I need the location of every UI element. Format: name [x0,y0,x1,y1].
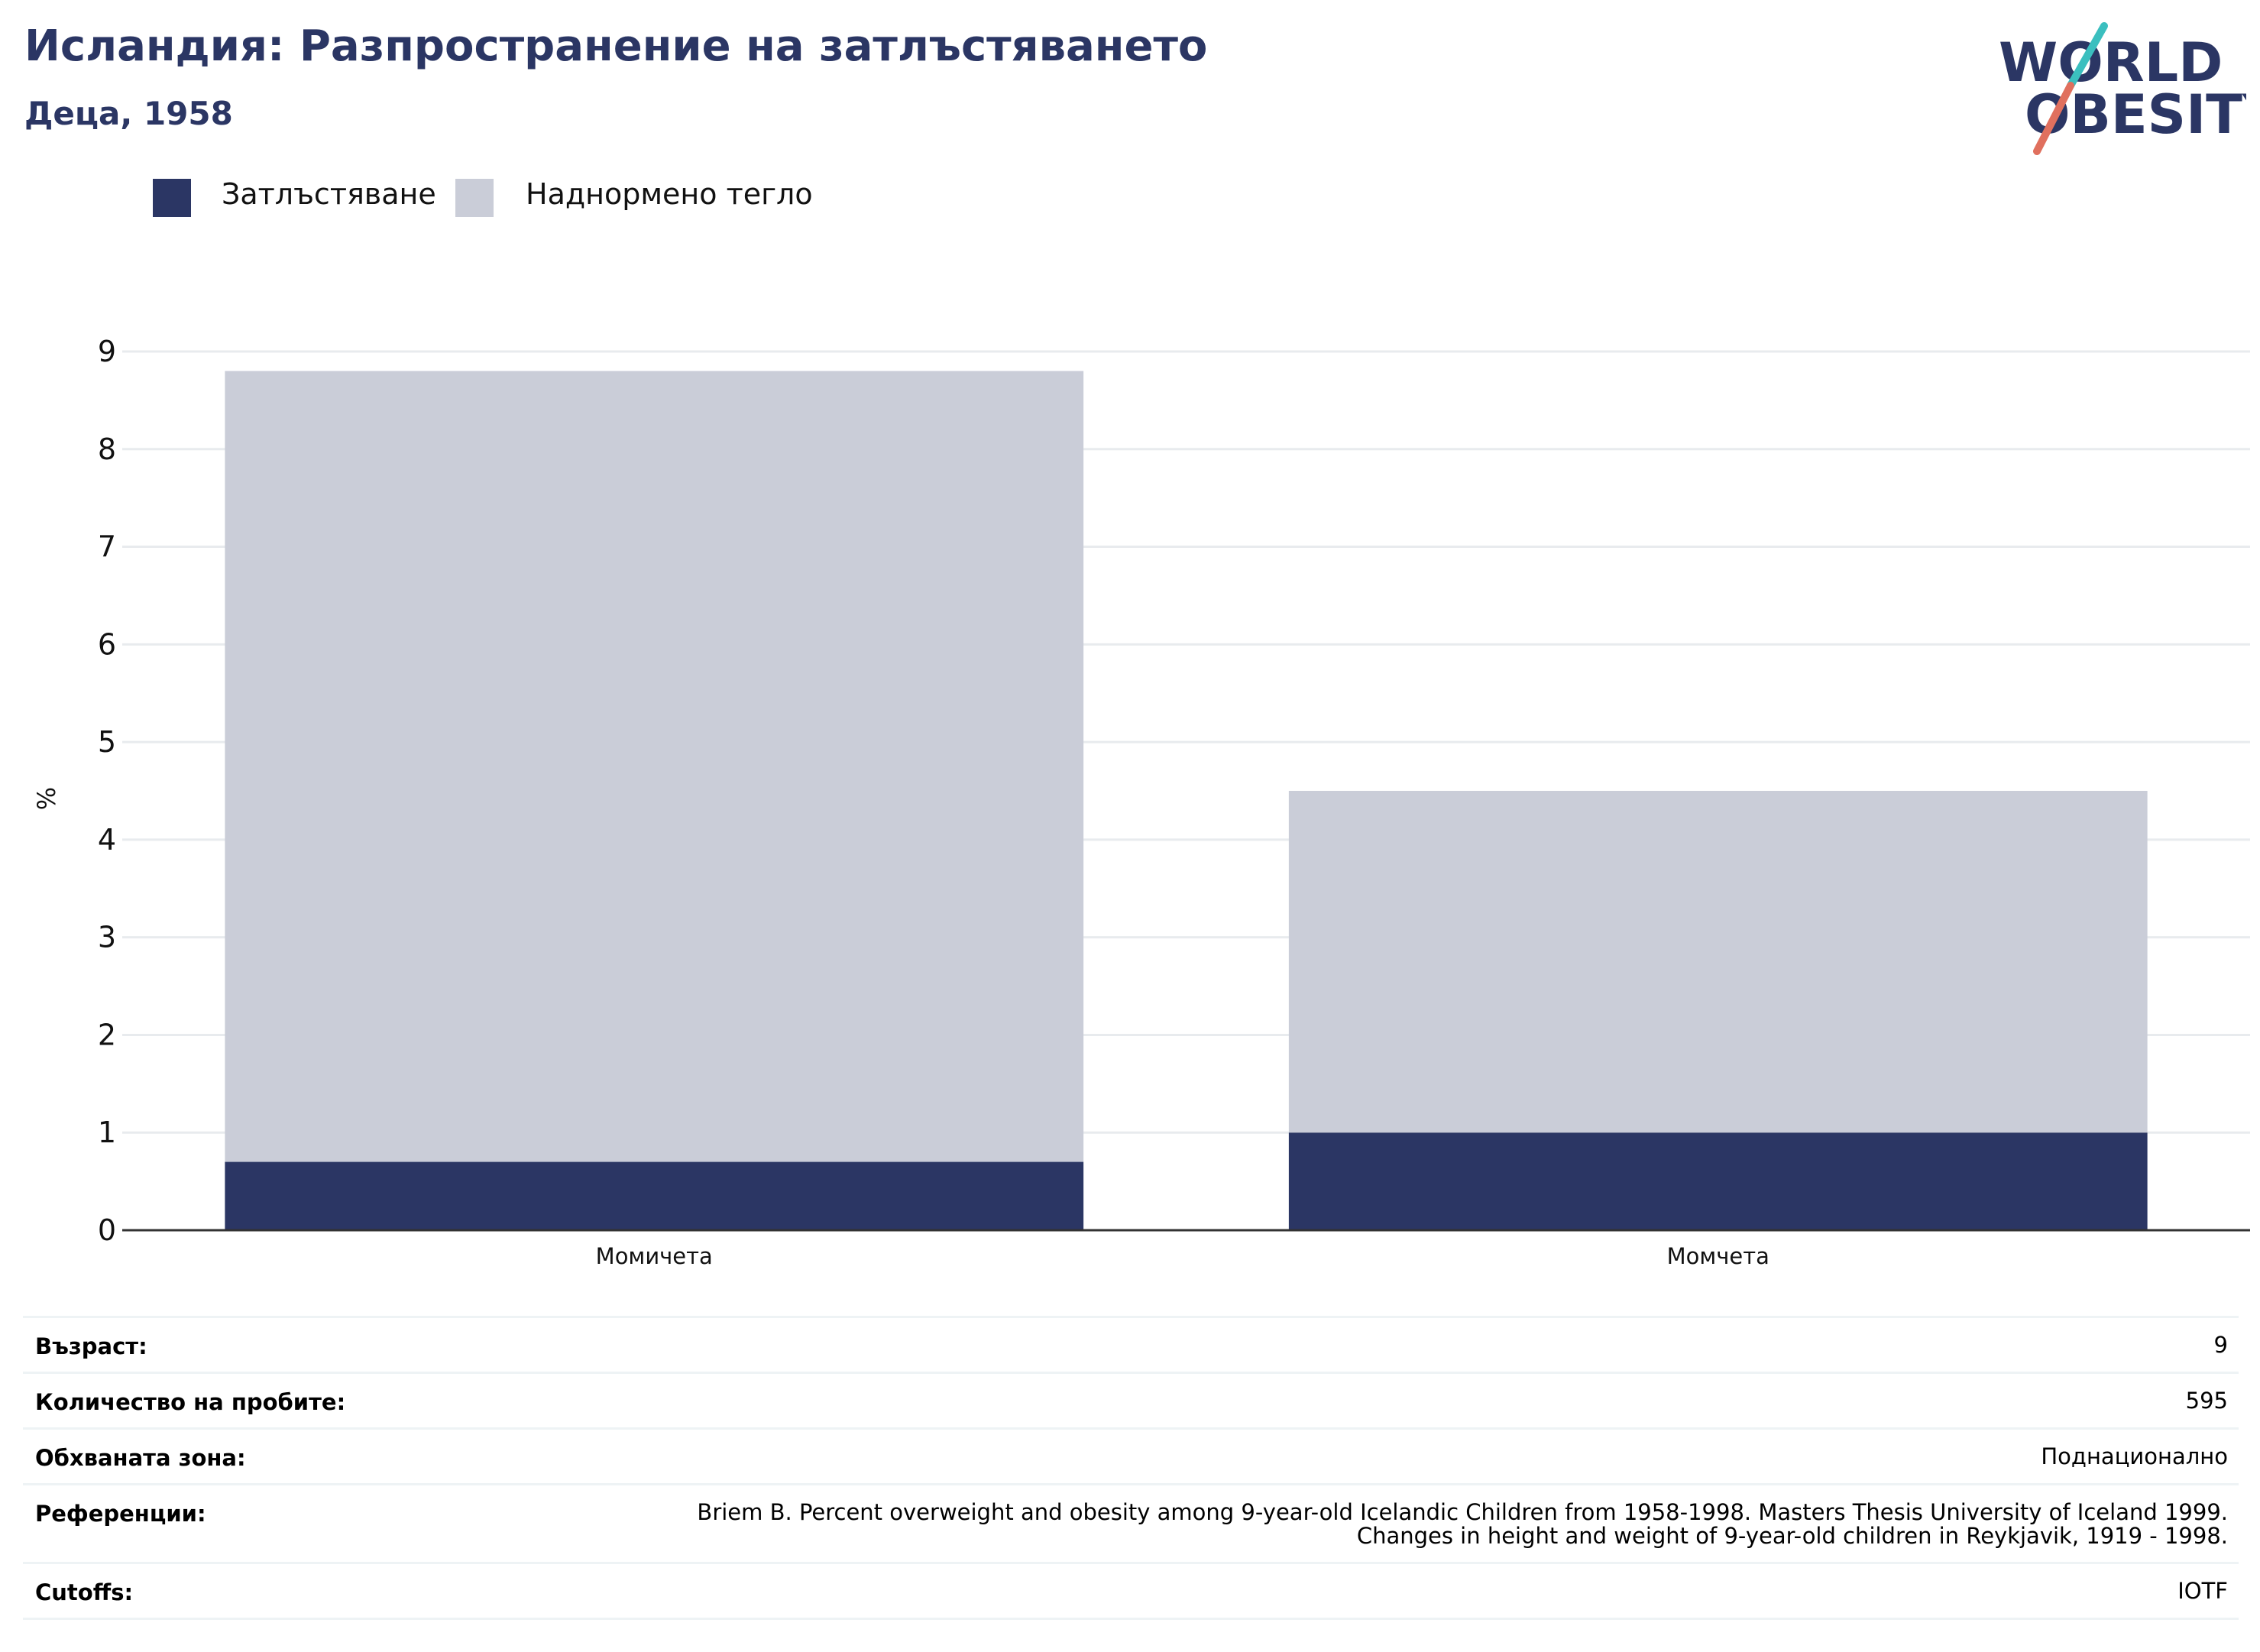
bar-segment-overweight [1288,791,2148,1133]
y-tick-label: 6 [98,627,116,661]
info-table: Възраст: 9 Количество на пробите: 595 Обхван… [23,1316,2239,1620]
legend-label-obesity: Затлъстяване [222,177,436,211]
info-value: 9 [2214,1333,2228,1357]
logo-text-world: WORLD [1999,31,2223,94]
info-row: Обхваната зона: Поднационално [23,1427,2239,1483]
y-tick-label: 4 [98,823,116,857]
info-row: Референции: Briem B. Percent overweight a… [23,1483,2239,1562]
logo-text-obesity: OBESITY [2025,83,2246,146]
y-tick-label: 9 [98,335,116,368]
world-obesity-logo: WORLD OBESITY [1999,22,2246,155]
info-row: Cutoffs: IOTF [23,1562,2239,1620]
chart-title: Исландия: Разпространение на затлъстяван… [24,21,1208,71]
info-value-line: Briem B. Percent overweight and obesity … [697,1499,2228,1525]
legend-item-overweight[interactable]: Наднормено тегло [455,174,837,220]
y-axis-label: % [32,787,61,810]
chart-subtitle: Деца, 1958 [24,95,233,132]
legend-item-obesity[interactable]: Затлъстяване [153,174,443,220]
info-row: Количество на пробите: 595 [23,1372,2239,1427]
legend-label-overweight: Наднормено тегло [526,177,813,211]
y-tick-label: 5 [98,725,116,759]
y-tick-label: 0 [98,1213,116,1247]
y-tick-label: 8 [98,432,116,466]
info-label: Възраст: [35,1333,147,1359]
logo-slash-teal [2067,22,2108,89]
x-tick-label: Момчета [1667,1243,1769,1269]
logo-slash-coral [2033,82,2074,155]
info-value: Поднационално [2041,1445,2228,1469]
y-tick-label: 3 [98,921,116,954]
info-label: Обхваната зона: [35,1445,246,1471]
info-value-line: IOTF [2177,1578,2228,1604]
info-value-line: 9 [2213,1332,2228,1358]
y-tick-label: 2 [98,1018,116,1051]
y-tick-label: 7 [98,530,116,564]
info-value-line: 595 [2185,1388,2228,1414]
info-value-line: Поднационално [2041,1443,2228,1469]
info-label: Референции: [35,1501,206,1527]
x-tick-label: Момичета [596,1243,713,1269]
info-value-line: Changes in height and weight of 9-year-o… [1356,1523,2228,1549]
info-label: Cutoffs: [35,1579,134,1605]
info-value: 595 [2186,1389,2228,1413]
info-row: Възраст: 9 [23,1316,2239,1372]
legend-swatch-overweight [455,179,494,217]
info-value: Briem B. Percent overweight and obesity … [697,1501,2228,1548]
bar-segment-overweight [225,371,1084,1162]
bar-segment-obesity [1288,1132,2148,1230]
info-label: Количество на пробите: [35,1389,346,1415]
legend-swatch-obesity [153,179,191,217]
info-value: IOTF [2177,1579,2228,1603]
y-tick-label: 1 [98,1116,116,1149]
stacked-bar-chart: 0 1 2 3 4 5 6 7 8 9% Момичета Момчета [32,335,2250,1269]
bar-segment-obesity [225,1161,1084,1230]
